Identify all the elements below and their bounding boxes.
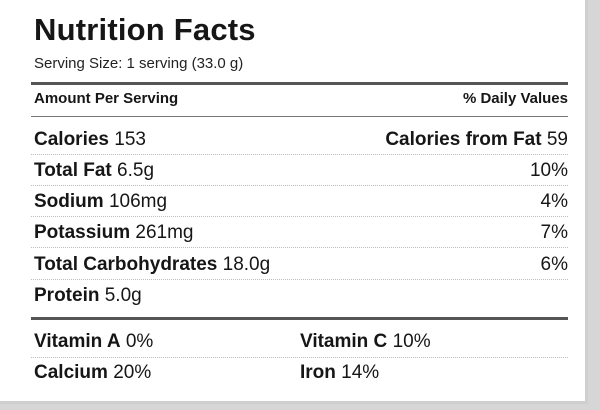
nutrient-label: Sodium <box>34 191 104 212</box>
nutrient-daily-value: 7% <box>540 222 568 243</box>
nutrient-daily-value: 4% <box>540 191 568 212</box>
calories-from-fat-label: Calories from Fat <box>385 129 542 150</box>
calories-label: Calories <box>34 129 109 150</box>
row-divider <box>31 185 568 186</box>
nutrient-amount: 261mg <box>135 222 194 243</box>
nutrient-amount: 5.0g <box>104 285 142 306</box>
nutrient-amount: 106mg <box>108 191 168 212</box>
row-divider <box>31 247 568 248</box>
vitamin-value: 0% <box>125 331 154 352</box>
vitamin-value: 14% <box>341 362 380 383</box>
nutrient-row-potassium: Potassium 261mg 7% <box>34 222 568 246</box>
daily-values-heading: % Daily Values <box>462 90 568 107</box>
nutrient-daily-value: 10% <box>529 160 568 181</box>
nutrient-label: Protein <box>34 285 100 306</box>
vitamin-c: Vitamin C 10% <box>300 331 431 353</box>
thick-divider <box>31 317 568 320</box>
row-divider <box>31 279 568 280</box>
row-divider <box>31 154 568 155</box>
calories-value: 153 <box>114 129 146 150</box>
thick-divider <box>31 82 568 85</box>
calories-from-fat: Calories from Fat 59 <box>385 129 568 151</box>
serving-size: Serving Size: 1 serving (33.0 g) <box>34 55 244 72</box>
label-title: Nutrition Facts <box>34 12 256 47</box>
nutrient-daily-value: 6% <box>540 254 568 275</box>
vitamin-label: Vitamin A <box>34 331 121 352</box>
nutrient-row-total-carbohydrates: Total Carbohydrates 18.0g 6% <box>34 254 568 278</box>
iron: Iron 14% <box>300 362 379 384</box>
vitamin-label: Iron <box>300 362 336 383</box>
nutrient-row-protein: Protein 5.0g <box>34 285 568 309</box>
vitamin-label: Vitamin C <box>300 331 388 352</box>
calories-row: Calories 153 Calories from Fat 59 <box>34 129 568 153</box>
vitamin-value: 20% <box>113 362 152 383</box>
nutrient-label: Total Carbohydrates <box>34 254 218 275</box>
calories-from-fat-value: 59 <box>546 129 568 150</box>
nutrient-amount: 6.5g <box>117 160 155 181</box>
thin-divider <box>31 116 568 117</box>
vitamin-value: 10% <box>392 331 431 352</box>
nutrition-facts-label: Nutrition Facts Serving Size: 1 serving … <box>0 0 588 404</box>
nutrient-row-sodium: Sodium 106mg 4% <box>34 191 568 215</box>
amount-per-serving-heading: Amount Per Serving <box>34 90 179 107</box>
column-header: Amount Per Serving % Daily Values <box>34 90 568 107</box>
vitamin-label: Calcium <box>34 362 108 383</box>
nutrient-label: Total Fat <box>34 160 112 181</box>
row-divider <box>31 357 568 358</box>
nutrient-label: Potassium <box>34 222 131 243</box>
nutrient-amount: 18.0g <box>222 254 271 275</box>
calcium: Calcium 20% <box>34 362 151 384</box>
row-divider <box>31 216 568 217</box>
vitamin-a: Vitamin A 0% <box>34 331 153 353</box>
nutrient-row-total-fat: Total Fat 6.5g 10% <box>34 160 568 184</box>
